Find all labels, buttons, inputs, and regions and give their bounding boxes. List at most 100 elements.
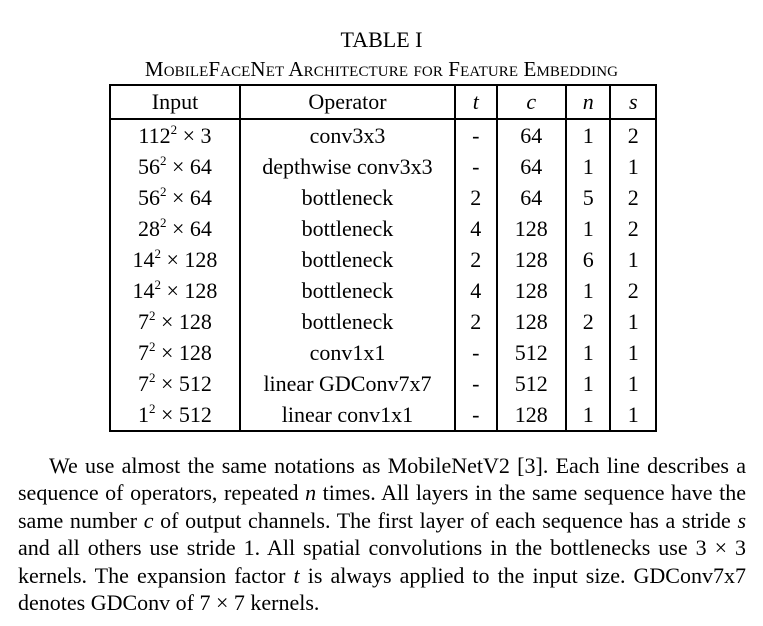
input-exponent: 2 (160, 214, 167, 230)
cell-s: 2 (627, 215, 639, 241)
cell-t: - (454, 151, 498, 182)
input-exponent: 2 (149, 307, 156, 323)
table-row: 142 × 128 bottleneck 4 128 1 2 (110, 275, 656, 306)
input-base: 14 (132, 246, 155, 272)
input-rest: × 128 (161, 246, 218, 272)
architecture-table: Input Operator t c n s 1122 × 3 conv3x3-6… (109, 84, 657, 432)
input-base: 1 (138, 401, 150, 427)
input-base: 7 (138, 370, 150, 396)
cell-s: 1 (627, 401, 639, 427)
cell-input: 12 × 512 (110, 399, 241, 431)
input-base: 56 (138, 184, 161, 210)
paragraph-segment: is always applied to the input size. GDC… (18, 562, 746, 616)
cell-t: 2 (454, 306, 498, 337)
cell-input: 142 × 128 (110, 244, 241, 275)
cell-input: 142 × 128 (110, 275, 241, 306)
cell-n: 1 (565, 368, 612, 399)
cell-input: 562 × 64 (110, 182, 241, 213)
cell-t: 2 (454, 244, 498, 275)
input-exponent: 2 (160, 183, 167, 199)
header-t: t (454, 85, 498, 120)
input-rest: × 64 (166, 153, 212, 179)
table-caption: MobileFaceNet Architecture for Feature E… (144, 57, 619, 81)
table-number-label: TABLE I (340, 27, 423, 52)
input-exponent: 2 (149, 400, 156, 416)
input-exponent: 2 (154, 245, 162, 261)
header-s: s (610, 85, 656, 120)
cell-t: 2 (454, 182, 498, 213)
input-base: 56 (138, 153, 161, 179)
input-base: 112 (138, 122, 171, 148)
paragraph-segment: We use almost the same notations as Mobi… (18, 453, 746, 506)
cell-t: 4 (454, 213, 498, 244)
cell-operator: conv3x3 (239, 119, 456, 151)
cell-n: 6 (565, 244, 612, 275)
cell-operator: bottleneck (239, 182, 456, 213)
table-row: 1122 × 3 conv3x3-64 1 2 (110, 119, 656, 151)
cell-input: 72 × 512 (110, 368, 241, 399)
cell-s: 2 (627, 184, 639, 210)
paragraph-segment: times. All layers in the same sequence h… (18, 480, 746, 533)
cell-c: 128 (496, 275, 567, 306)
cell-c: 128 (496, 213, 567, 244)
cell-c: 512 (496, 337, 567, 368)
cell-c: 64 (496, 119, 567, 151)
cell-c: 128 (496, 306, 567, 337)
cell-operator: conv1x1 (239, 337, 456, 368)
header-operator: Operator (239, 85, 456, 120)
cell-n: 1 (565, 399, 612, 431)
cell-n: 2 (565, 306, 612, 337)
paragraph-segment: of output channels. The first layer of e… (153, 507, 738, 533)
cell-s: 2 (627, 277, 639, 303)
input-base: 28 (138, 215, 161, 241)
cell-operator: linear GDConv7x7 (239, 368, 456, 399)
input-rest: × 512 (155, 401, 212, 427)
cell-s: 1 (627, 339, 639, 365)
cell-s: 1 (627, 246, 639, 272)
cell-s: 1 (627, 370, 639, 396)
input-rest: × 128 (155, 339, 212, 365)
input-exponent: 2 (154, 276, 162, 292)
table-row: 562 × 64 depthwise conv3x3-64 1 1 (110, 151, 656, 182)
cell-n: 1 (565, 119, 612, 151)
cell-t: - (454, 368, 498, 399)
input-base: 7 (138, 339, 150, 365)
variable-n: n (305, 480, 317, 506)
cell-t: 4 (454, 275, 498, 306)
cell-s: 1 (627, 153, 639, 179)
cell-c: 64 (496, 182, 567, 213)
cell-operator: bottleneck (239, 306, 456, 337)
input-rest: × 128 (155, 308, 212, 334)
cell-t: - (454, 119, 498, 151)
cell-input: 72 × 128 (110, 337, 241, 368)
header-n: n (565, 85, 612, 120)
cell-operator: bottleneck (239, 275, 456, 306)
paragraph-text: We use almost the same notations as Mobi… (18, 452, 746, 616)
cell-operator: depthwise conv3x3 (239, 151, 456, 182)
cell-n: 1 (565, 151, 612, 182)
input-base: 14 (132, 277, 155, 303)
cell-n: 1 (565, 337, 612, 368)
cell-c: 128 (496, 244, 567, 275)
cell-operator: bottleneck (239, 244, 456, 275)
input-base: 7 (138, 308, 150, 334)
cell-operator: linear conv1x1 (239, 399, 456, 431)
table-row: 12 × 512 linear conv1x1-128 1 1 (110, 399, 656, 431)
cell-n: 5 (565, 182, 612, 213)
header-input: Input (110, 85, 241, 120)
cell-c: 128 (496, 399, 567, 431)
table-row: 72 × 128 conv1x1-512 1 1 (110, 337, 656, 368)
table-row: 72 × 512 linear GDConv7x7-512 1 1 (110, 368, 656, 399)
input-rest: × 128 (161, 277, 218, 303)
cell-s: 1 (627, 308, 639, 334)
input-exponent: 2 (149, 338, 156, 354)
table-row: 282 × 64 bottleneck 4 128 1 2 (110, 213, 656, 244)
input-exponent: 2 (149, 369, 156, 385)
cell-n: 1 (565, 275, 612, 306)
input-exponent: 2 (170, 121, 178, 137)
input-rest: × 64 (166, 184, 212, 210)
input-exponent: 2 (160, 152, 167, 168)
table-row: 142 × 128 bottleneck 2 128 6 1 (110, 244, 656, 275)
input-rest: × 64 (166, 215, 212, 241)
